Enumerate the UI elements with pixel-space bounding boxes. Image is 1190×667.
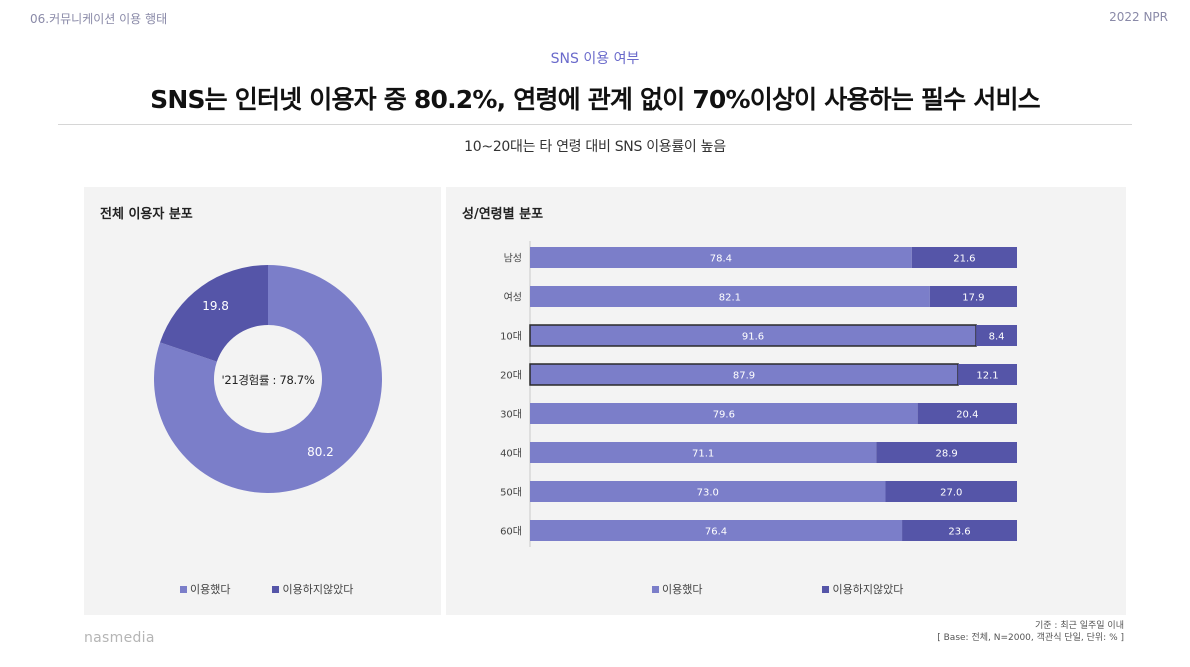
donut-slice-used — [153, 265, 382, 493]
bar-value-label: 79.6 — [713, 410, 735, 421]
bar-segment-used — [530, 442, 877, 463]
donut-slice-not-used — [160, 265, 268, 362]
footnote-basis: 기준 : 최근 일주일 이내 — [1035, 621, 1124, 631]
bar-segment-not-used — [976, 325, 1017, 346]
bar-segment-not-used — [958, 364, 1017, 385]
bar-value-label: 17.9 — [962, 293, 984, 304]
bar-value-label: 82.1 — [719, 293, 741, 304]
bar-value-label: 71.1 — [692, 449, 714, 460]
bar-value-label: 87.9 — [733, 371, 755, 382]
title-divider — [58, 124, 1132, 125]
bar-value-label: 23.6 — [948, 527, 970, 538]
bar-value-label: 73.0 — [697, 488, 719, 499]
category-label: 50대 — [500, 487, 522, 499]
category-label: 30대 — [500, 409, 522, 421]
legend-label-not-used: 이용하지않았다 — [832, 583, 904, 596]
overall-distribution-panel: 전체 이용자 분포 80.2 19.8 '21경험률 : 78.7% 이용했다 이용… — [84, 187, 441, 615]
bar-segment-used — [530, 247, 912, 268]
bar-segment-not-used — [911, 247, 1017, 268]
stacked-bar-chart: 남성 78.4 21.6 여성 82.1 17.9 10대 91.6 8.4 20대 87.9 12.… — [500, 241, 1017, 547]
brand-logo: nasmedia — [84, 630, 155, 646]
bar-value-label: 20.4 — [956, 410, 978, 421]
bar-segment-not-used — [902, 520, 1017, 541]
bar-value-label: 12.1 — [976, 371, 998, 382]
bar-segment-not-used — [917, 403, 1017, 424]
bar-segment-used — [530, 520, 903, 541]
bar-segment-not-used — [876, 442, 1017, 463]
subtitle: 10~20대는 타 연령 대비 SNS 이용률이 높음 — [464, 139, 726, 155]
bar-segment-used — [530, 286, 930, 307]
bar-value-label: 78.4 — [710, 254, 732, 265]
legend-swatch-not-used — [822, 585, 830, 593]
legend-item-not-used: 이용하지않았다 — [272, 581, 353, 597]
bar-segment-not-used — [885, 481, 1017, 502]
bar-legend: 이용했다 이용하지않았다 — [652, 581, 903, 597]
legend-item-used: 이용했다 — [652, 581, 702, 597]
donut-legend: 이용했다 이용하지않았다 — [180, 581, 353, 597]
bar-value-label: 21.6 — [953, 254, 975, 265]
bar-value-label: 27.0 — [940, 488, 962, 499]
bar-value-label: 76.4 — [705, 527, 727, 538]
panel-title-gender-age: 성/연령별 분포 — [462, 207, 544, 222]
legend-swatch-not-used — [272, 585, 280, 593]
year-label: 2022 NPR — [1109, 10, 1168, 24]
donut-center-label: '21경험률 : 78.7% — [221, 373, 314, 387]
category-label: 남성 — [504, 253, 522, 265]
legend-label-used: 이용했다 — [662, 583, 703, 596]
bar-segment-not-used — [929, 286, 1017, 307]
category-label: 60대 — [500, 526, 522, 538]
legend-item-used: 이용했다 — [180, 581, 230, 597]
legend-swatch-used — [652, 585, 659, 593]
bar-segment-used — [530, 481, 886, 502]
section-label: 06.커뮤니케이션 이용 행태 — [30, 12, 168, 26]
gender-age-distribution-panel: 성/연령별 분포 남성 78.4 21.6 여성 82.1 17.9 10대 91.6 8.4 2… — [446, 187, 1126, 615]
eyebrow-title: SNS 이용 여부 — [550, 51, 640, 67]
category-label: 20대 — [500, 370, 522, 382]
legend-swatch-used — [180, 585, 187, 593]
legend-label-used: 이용했다 — [190, 583, 231, 596]
page-title: SNS는 인터넷 이용자 중 80.2%, 연령에 관계 없이 70%이상이 사… — [150, 85, 1041, 114]
footnote-base: [ Base: 전체, N=2000, 객관식 단일, 단위: % ] — [937, 633, 1124, 643]
bar-value-label: 28.9 — [935, 449, 957, 460]
bar-value-label: 8.4 — [989, 332, 1005, 343]
legend-item-not-used: 이용하지않았다 — [822, 581, 903, 597]
bar-value-label: 91.6 — [742, 332, 764, 343]
donut-chart: 80.2 19.8 '21경험률 : 78.7% — [153, 265, 382, 493]
panel-title-overall: 전체 이용자 분포 — [100, 207, 193, 222]
category-label: 40대 — [500, 448, 522, 460]
category-label: 10대 — [500, 331, 522, 343]
legend-label-not-used: 이용하지않았다 — [282, 583, 354, 596]
bar-segment-used — [530, 403, 918, 424]
category-label: 여성 — [504, 292, 522, 304]
donut-slice-label: 80.2 — [307, 445, 334, 459]
donut-slice-label: 19.8 — [202, 299, 229, 313]
